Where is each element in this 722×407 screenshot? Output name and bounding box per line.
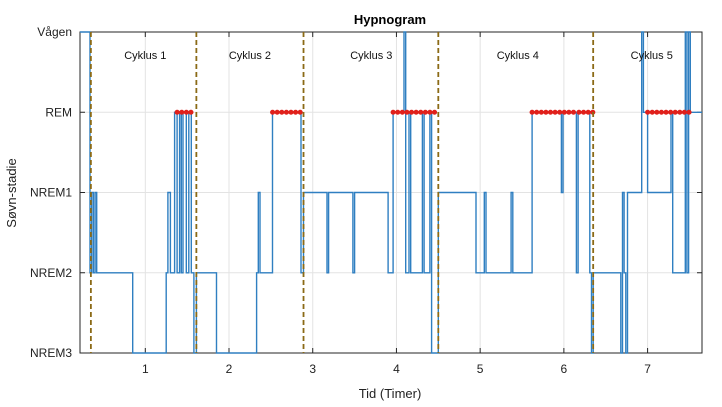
chart-title: Hypnogram <box>354 12 426 27</box>
x-tick-label-2: 2 <box>226 362 233 376</box>
cycle-label-1: Cyklus 1 <box>124 50 166 62</box>
x-tick-label-5: 5 <box>477 362 484 376</box>
cycle-label-2: Cyklus 2 <box>229 50 271 62</box>
x-tick-label-7: 7 <box>644 362 651 376</box>
x-tick-label-1: 1 <box>142 362 149 376</box>
cycle-label-4: Cyklus 4 <box>497 50 539 62</box>
y-tick-label-nrem1: NREM1 <box>30 186 72 200</box>
y-tick-label-rem: REM <box>45 105 72 119</box>
y-axis-label: Søvn-stadie <box>4 158 19 227</box>
y-tick-label-nrem3: NREM3 <box>30 346 72 360</box>
x-tick-label-6: 6 <box>561 362 568 376</box>
x-tick-label-3: 3 <box>309 362 316 376</box>
cycle-label-3: Cyklus 3 <box>350 50 392 62</box>
x-tick-label-4: 4 <box>393 362 400 376</box>
x-axis-label: Tid (Timer) <box>359 386 422 401</box>
y-tick-label-nrem2: NREM2 <box>30 266 72 280</box>
hypnogram-line <box>80 31 702 354</box>
cycle-label-5: Cyklus 5 <box>631 50 673 62</box>
y-tick-label-vågen: Vågen <box>37 25 72 39</box>
